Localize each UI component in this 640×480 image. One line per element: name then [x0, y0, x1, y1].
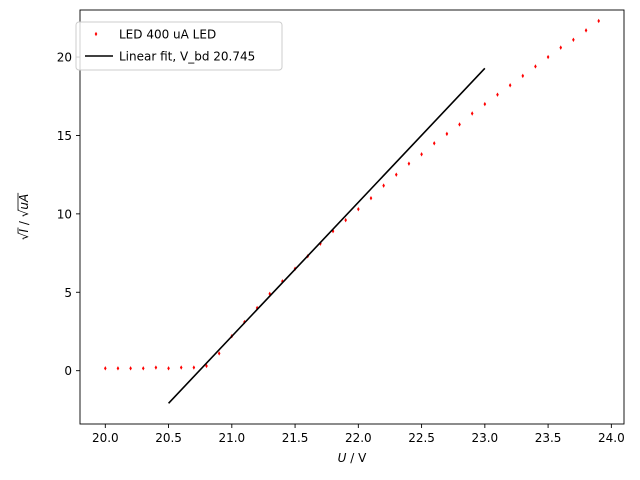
x-axis-label: U / V — [338, 451, 367, 465]
axes: 20.0 20.5 21.0 21.5 22.0 22.5 23.0 23.5 24.0 0 5 10… — [17, 9, 625, 465]
data-point — [572, 37, 575, 42]
data-point — [167, 366, 170, 371]
data-point — [394, 172, 398, 177]
data-point — [420, 152, 423, 157]
data-point — [534, 64, 537, 69]
fit-line — [167, 67, 486, 404]
data-point — [584, 28, 588, 33]
x-tick-label: 24.0 — [598, 431, 625, 445]
y-tick-label: 20 — [57, 51, 72, 65]
plot-frame — [79, 9, 625, 425]
data-point — [104, 366, 107, 371]
x-tick-label: 22.0 — [345, 431, 372, 445]
data-point — [154, 365, 158, 370]
x-tick-label: 21.5 — [282, 431, 309, 445]
data-point — [407, 161, 411, 166]
data-point — [508, 83, 512, 88]
legend-entry: LED 400 uA LED — [119, 28, 216, 42]
data-point — [382, 183, 385, 188]
data-point — [192, 365, 196, 370]
x-tick-label: 22.5 — [408, 431, 435, 445]
y-axis-label-text: √I / √uA — [17, 194, 31, 240]
y-tick-label: 15 — [57, 129, 72, 143]
data-point — [344, 217, 347, 223]
data-point — [141, 366, 145, 371]
data-point — [559, 45, 563, 50]
data-point — [432, 141, 436, 146]
data-point — [470, 111, 474, 116]
x-tick-label: 23.5 — [535, 431, 562, 445]
y-axis-label: √I / √uA — [17, 192, 31, 240]
data-point — [458, 122, 461, 127]
data-point — [116, 366, 120, 371]
x-tick-label: 21.0 — [218, 431, 245, 445]
legend-box — [75, 21, 283, 71]
y-tick-label: 0 — [64, 364, 72, 378]
legend-marker-swatch — [94, 31, 98, 37]
data-point — [217, 351, 221, 356]
x-tick-label: 23.0 — [471, 431, 498, 445]
data-point — [369, 195, 373, 201]
legend-entry: Linear fit, V_bd 20.745 — [119, 50, 255, 64]
data-point — [129, 366, 132, 371]
data-point — [521, 73, 525, 79]
data-point — [597, 18, 600, 24]
y-tick-label: 10 — [57, 207, 72, 221]
data-point — [483, 101, 487, 107]
data-point — [179, 365, 183, 370]
data-point — [546, 54, 550, 60]
legend: LED 400 uA LED Linear fit, V_bd 20.745 — [75, 21, 283, 71]
x-tick-label: 20.5 — [155, 431, 182, 445]
y-tick-label: 5 — [64, 286, 72, 300]
plot-area — [104, 18, 600, 404]
data-point — [445, 131, 449, 137]
data-point — [496, 92, 499, 97]
data-point — [357, 206, 360, 212]
x-tick-label: 20.0 — [92, 431, 119, 445]
